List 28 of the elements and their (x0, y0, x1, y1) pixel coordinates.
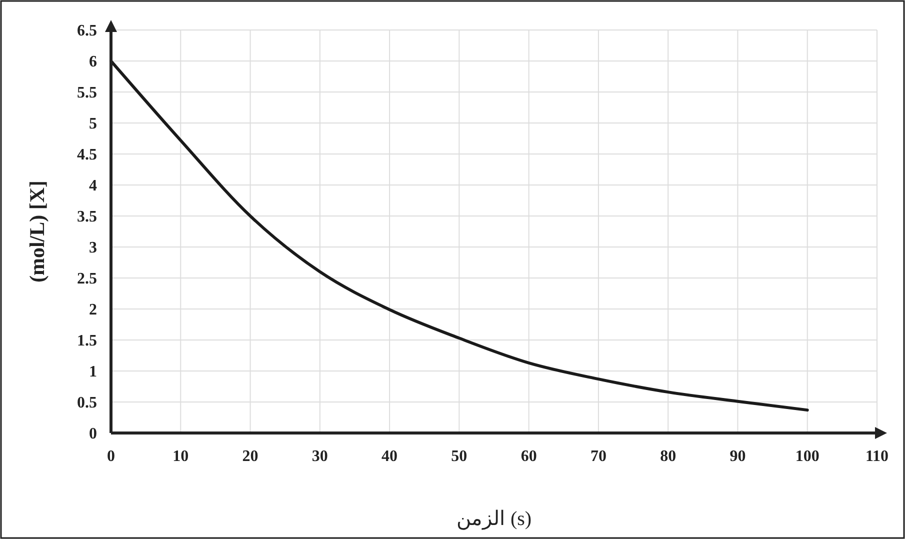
y-tick-label: 0.5 (77, 394, 97, 412)
x-axis-title: الزمن (s) (456, 508, 532, 530)
y-tick-label: 2.5 (77, 270, 97, 288)
y-tick-label: 0 (89, 426, 97, 443)
x-tick-label: 40 (382, 448, 398, 465)
y-axis-title: (mol/L) [X] (25, 180, 49, 283)
y-tick-label: 5.5 (77, 84, 97, 102)
y-tick-label: 1 (89, 364, 97, 381)
x-tick-label: 100 (795, 448, 820, 465)
y-tick-label: 4 (89, 178, 97, 195)
x-tick-label: 50 (451, 448, 468, 465)
x-tick-label: 30 (312, 448, 328, 465)
y-tick-label: 6 (89, 54, 97, 71)
x-tick-label: 10 (172, 448, 189, 465)
x-tick-label: 20 (242, 448, 258, 465)
x-tick-label: 90 (730, 448, 746, 465)
x-tick-label: 80 (660, 448, 676, 465)
y-tick-label: 6.5 (77, 22, 97, 40)
y-tick-label: 1.5 (77, 332, 97, 350)
y-tick-label: 4.5 (77, 146, 97, 164)
x-tick-label: 0 (107, 448, 115, 465)
y-tick-label: 3 (89, 240, 97, 257)
x-tick-label: 110 (865, 448, 889, 465)
y-tick-label: 3.5 (77, 208, 97, 226)
y-tick-label: 5 (89, 116, 97, 133)
x-tick-label: 70 (590, 448, 606, 465)
y-tick-label: 2 (89, 302, 97, 319)
x-tick-label: 60 (520, 448, 537, 465)
